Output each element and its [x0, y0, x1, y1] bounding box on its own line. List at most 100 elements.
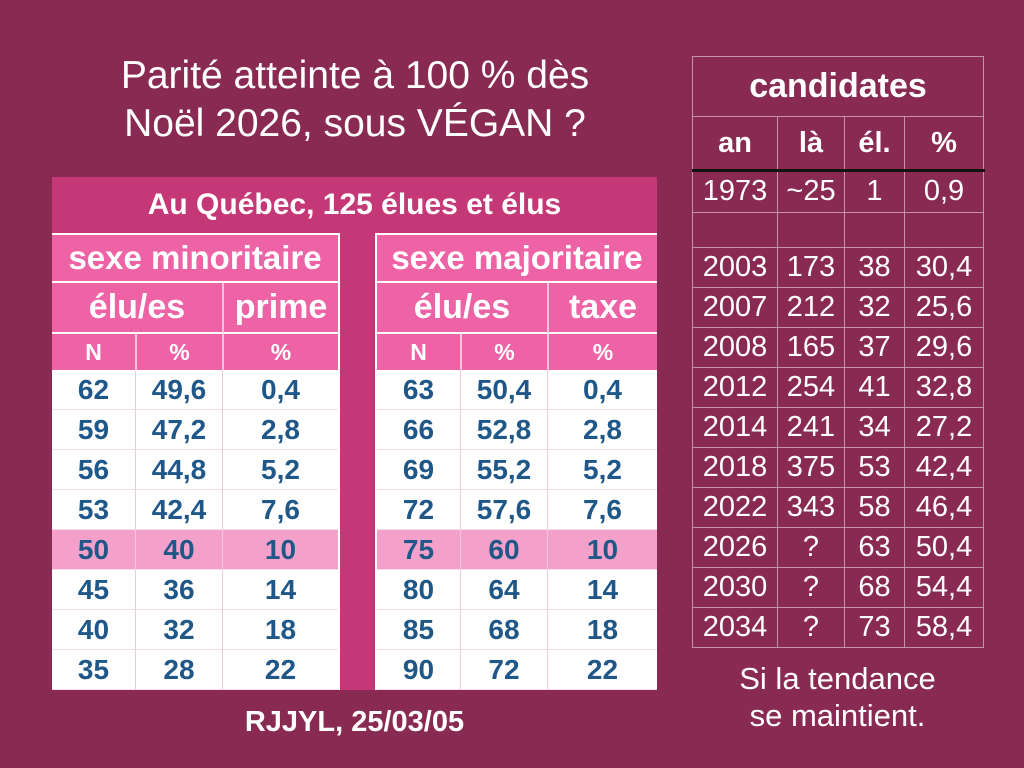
group-header-minoritaire: sexe minoritaire	[52, 233, 338, 283]
candidates-cell: 68	[845, 568, 904, 607]
parity-cell: 36	[135, 570, 222, 610]
candidates-cell: 73	[845, 608, 904, 647]
candidates-cell: 2018	[693, 448, 777, 487]
parity-cell: 7,6	[222, 490, 338, 530]
candidates-cell: 34	[845, 408, 904, 447]
parity-cell: 14	[222, 570, 338, 610]
parity-cell: 5,2	[547, 450, 657, 490]
candidates-cell: 63	[845, 528, 904, 567]
candidates-cell: 32,8	[905, 368, 983, 407]
candidates-cell: 2026	[693, 528, 777, 567]
parity-cell: 62	[52, 370, 135, 410]
candidates-cell: 1973	[693, 170, 777, 212]
candidates-header-el: él.	[845, 117, 904, 169]
parity-cell: 64	[460, 570, 547, 610]
candidates-cell: 29,6	[905, 328, 983, 367]
candidates-table: candidates an là él. % 1973 ~25 1 0,9 20…	[692, 56, 984, 648]
parity-subheader: %	[547, 334, 657, 370]
candidates-cell: 37	[845, 328, 904, 367]
parity-cell: 18	[547, 610, 657, 650]
parity-cell: 22	[222, 650, 338, 690]
candidates-cell: 2012	[693, 368, 777, 407]
table-divider	[338, 233, 377, 690]
parity-cell: 52,8	[460, 410, 547, 450]
col-header-prime: prime	[222, 283, 338, 334]
parity-cell: 55,2	[460, 450, 547, 490]
parity-cell-highlight: 75	[377, 530, 460, 570]
candidates-cell: 2007	[693, 288, 777, 327]
parity-cell-highlight: 60	[460, 530, 547, 570]
candidates-cell	[845, 213, 904, 247]
candidates-cell: 0,9	[905, 170, 983, 212]
parity-cell: 0,4	[547, 370, 657, 410]
parity-cell: 28	[135, 650, 222, 690]
parity-cell: 44,8	[135, 450, 222, 490]
candidates-cell: ?	[778, 528, 844, 567]
parity-cell: 32	[135, 610, 222, 650]
slide-credit: RJJYL, 25/03/05	[244, 706, 465, 738]
trend-note-line2: se maintient.	[749, 698, 926, 733]
parity-subheader: %	[222, 334, 338, 370]
candidates-cell: 2014	[693, 408, 777, 447]
candidates-cell: 53	[845, 448, 904, 487]
candidates-cell: ?	[778, 568, 844, 607]
candidates-cell: 241	[778, 408, 844, 447]
parity-cell: 56	[52, 450, 135, 490]
candidates-cell: 58	[845, 488, 904, 527]
parity-cell: 2,8	[222, 410, 338, 450]
parity-cell: 18	[222, 610, 338, 650]
parity-cell: 85	[377, 610, 460, 650]
candidates-cell: 2022	[693, 488, 777, 527]
parity-cell: 45	[52, 570, 135, 610]
parity-cell: 90	[377, 650, 460, 690]
slide-title-line2: Noël 2026, sous VÉGAN ?	[124, 102, 586, 145]
candidates-cell: 54,4	[905, 568, 983, 607]
parity-subheader: N	[377, 334, 460, 370]
candidates-header-pct: %	[905, 117, 983, 169]
parity-table-title: Au Québec, 125 élues et élus	[52, 177, 657, 233]
candidates-cell	[905, 213, 983, 247]
candidates-header-an: an	[693, 117, 777, 169]
trend-note: Si la tendance se maintient.	[680, 660, 995, 734]
parity-cell: 50,4	[460, 370, 547, 410]
parity-cell: 80	[377, 570, 460, 610]
candidates-cell: 41	[845, 368, 904, 407]
candidates-cell	[778, 213, 844, 247]
parity-cell: 7,6	[547, 490, 657, 530]
candidates-cell: 50,4	[905, 528, 983, 567]
parity-cell: 35	[52, 650, 135, 690]
candidates-cell: 42,4	[905, 448, 983, 487]
col-header-taxe: taxe	[547, 283, 657, 334]
parity-cell: 59	[52, 410, 135, 450]
parity-cell: 2,8	[547, 410, 657, 450]
parity-cell-highlight: 50	[52, 530, 135, 570]
candidates-cell: 27,2	[905, 408, 983, 447]
parity-cell: 66	[377, 410, 460, 450]
group-header-majoritaire: sexe majoritaire	[377, 233, 657, 283]
candidates-cell: 25,6	[905, 288, 983, 327]
candidates-cell	[693, 213, 777, 247]
candidates-cell: 254	[778, 368, 844, 407]
parity-subheader: %	[460, 334, 547, 370]
parity-cell: 49,6	[135, 370, 222, 410]
candidates-header-rule	[692, 169, 985, 172]
col-header-elues-right: élu/es	[377, 283, 547, 334]
parity-subheader: %	[135, 334, 222, 370]
slide-title-line1: Parité atteinte à 100 % dès	[120, 54, 590, 97]
parity-cell: 0,4	[222, 370, 338, 410]
candidates-cell: 58,4	[905, 608, 983, 647]
parity-cell: 53	[52, 490, 135, 530]
parity-cell: 40	[52, 610, 135, 650]
parity-cell: 68	[460, 610, 547, 650]
parity-cell: 47,2	[135, 410, 222, 450]
parity-cell: 63	[377, 370, 460, 410]
candidates-cell: 30,4	[905, 248, 983, 287]
candidates-header-la: là	[778, 117, 844, 169]
candidates-cell: ~25	[778, 170, 844, 212]
parity-cell: 42,4	[135, 490, 222, 530]
candidates-cell: 212	[778, 288, 844, 327]
candidates-cell: 38	[845, 248, 904, 287]
col-header-elues-left: élu/es	[52, 283, 222, 334]
slide-title: Parité atteinte à 100 % dès Noël 2026, s…	[40, 52, 670, 148]
